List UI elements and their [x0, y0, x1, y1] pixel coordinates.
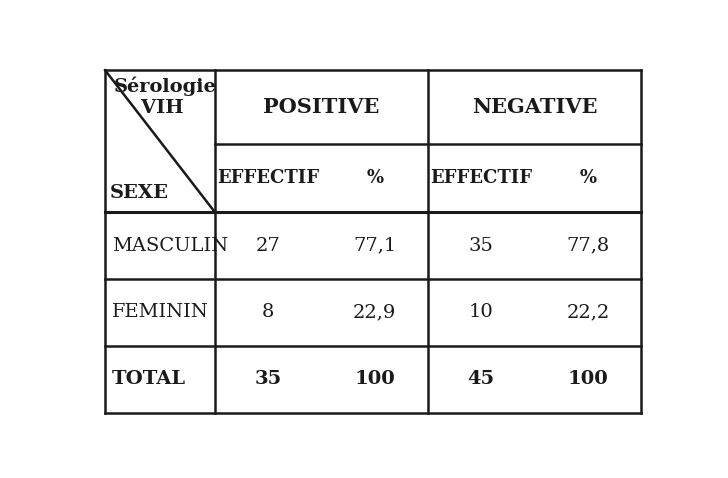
Text: MASCULIN: MASCULIN	[112, 237, 228, 255]
Text: EFFECTIF: EFFECTIF	[430, 169, 532, 187]
Text: 35: 35	[469, 237, 494, 255]
Text: 10: 10	[469, 304, 494, 321]
Text: EFFECTIF: EFFECTIF	[217, 169, 320, 187]
Text: 100: 100	[355, 370, 395, 388]
Text: 22,9: 22,9	[353, 304, 397, 321]
Text: %: %	[366, 169, 384, 187]
Text: 45: 45	[468, 370, 495, 388]
Text: %: %	[579, 169, 596, 187]
Text: POSITIVE: POSITIVE	[264, 97, 380, 117]
Text: 8: 8	[262, 304, 274, 321]
Text: 27: 27	[256, 237, 280, 255]
Text: SEXE: SEXE	[110, 184, 169, 202]
Text: TOTAL: TOTAL	[112, 370, 186, 388]
Text: Sérologie
    VIH: Sérologie VIH	[114, 77, 216, 117]
Text: 22,2: 22,2	[566, 304, 609, 321]
Text: 77,8: 77,8	[566, 237, 609, 255]
Text: FEMININ: FEMININ	[112, 304, 209, 321]
Text: 35: 35	[255, 370, 282, 388]
Text: 77,1: 77,1	[353, 237, 397, 255]
Text: NEGATIVE: NEGATIVE	[472, 97, 597, 117]
Text: 100: 100	[567, 370, 608, 388]
